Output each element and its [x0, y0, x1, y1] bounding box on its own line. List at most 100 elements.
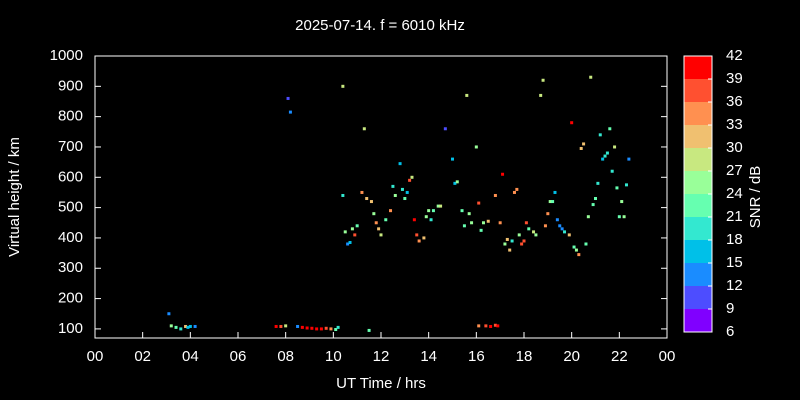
point	[579, 146, 583, 150]
x-tick-label: 02	[134, 348, 151, 365]
colorbar-label: SNR / dB	[747, 166, 764, 229]
point	[436, 204, 440, 208]
point	[422, 236, 426, 240]
point	[372, 212, 376, 216]
point	[603, 154, 607, 158]
point	[477, 324, 481, 328]
point	[398, 162, 402, 166]
y-tick-label: 900	[58, 77, 83, 94]
y-tick-label: 600	[58, 168, 83, 185]
colorbar-tick-label: 42	[726, 47, 743, 64]
point	[467, 212, 471, 216]
point	[389, 209, 393, 213]
point	[496, 324, 500, 328]
colorbar-band	[684, 148, 712, 171]
point	[548, 200, 552, 204]
point	[624, 183, 628, 187]
point	[410, 175, 414, 179]
point	[522, 239, 526, 243]
point	[532, 230, 536, 234]
point	[570, 121, 574, 125]
point	[179, 327, 183, 331]
point	[493, 193, 497, 197]
point	[405, 190, 409, 194]
colorbar-tick-label: 18	[726, 231, 743, 248]
colorbar-band	[684, 217, 712, 240]
point	[279, 324, 283, 328]
point	[403, 197, 407, 201]
x-tick-label: 00	[87, 348, 104, 365]
point	[510, 239, 514, 243]
point	[400, 187, 404, 191]
point	[305, 326, 309, 330]
colorbar-band	[684, 263, 712, 286]
point	[582, 142, 586, 146]
point	[481, 221, 485, 225]
point	[589, 75, 593, 79]
colorbar-band	[684, 194, 712, 217]
point	[517, 233, 521, 237]
point	[489, 324, 493, 328]
point	[417, 239, 421, 243]
colorbar-tick-label: 30	[726, 139, 743, 156]
point	[508, 248, 512, 252]
point	[627, 157, 631, 161]
point	[443, 127, 447, 131]
point	[355, 224, 359, 228]
colorbar-tick-label: 6	[726, 323, 734, 340]
point	[503, 242, 507, 246]
y-tick-label: 300	[58, 259, 83, 276]
point	[558, 224, 562, 228]
point	[577, 253, 581, 257]
point	[379, 233, 383, 237]
point	[393, 193, 397, 197]
point	[567, 233, 571, 237]
point	[188, 324, 192, 328]
point	[615, 186, 619, 190]
point	[601, 157, 605, 161]
x-tick-label: 12	[373, 348, 390, 365]
colorbar-tick-label: 9	[726, 300, 734, 317]
point	[486, 219, 490, 223]
point	[391, 184, 395, 188]
point	[563, 230, 567, 234]
point	[408, 178, 412, 182]
y-tick-label: 100	[58, 320, 83, 337]
x-tick-label: 14	[420, 348, 437, 365]
point	[455, 180, 459, 184]
point	[348, 240, 352, 244]
point	[498, 221, 502, 225]
y-axis-label: Virtual height / km	[6, 137, 23, 257]
point	[462, 224, 466, 228]
point	[167, 312, 171, 316]
y-tick-label: 700	[58, 138, 83, 155]
point	[315, 327, 319, 331]
point	[193, 324, 197, 328]
point	[613, 145, 617, 149]
point	[319, 327, 323, 331]
point	[384, 218, 388, 222]
point	[341, 84, 345, 88]
point	[605, 151, 609, 155]
colorbar-band	[684, 125, 712, 148]
point	[474, 145, 478, 149]
point	[184, 324, 188, 328]
point	[415, 233, 419, 237]
colorbar-band	[684, 286, 712, 309]
point	[300, 325, 304, 329]
x-tick-label: 18	[516, 348, 533, 365]
point	[555, 218, 559, 222]
y-tick-label: 200	[58, 290, 83, 307]
point	[346, 242, 350, 246]
point	[484, 324, 488, 328]
point	[493, 323, 497, 327]
point	[501, 172, 505, 176]
colorbar-tick-label: 15	[726, 254, 743, 271]
point	[412, 218, 416, 222]
point	[572, 245, 576, 249]
point	[470, 221, 474, 225]
colorbar-tick-label: 12	[726, 277, 743, 294]
point	[353, 233, 357, 237]
point	[551, 200, 555, 204]
